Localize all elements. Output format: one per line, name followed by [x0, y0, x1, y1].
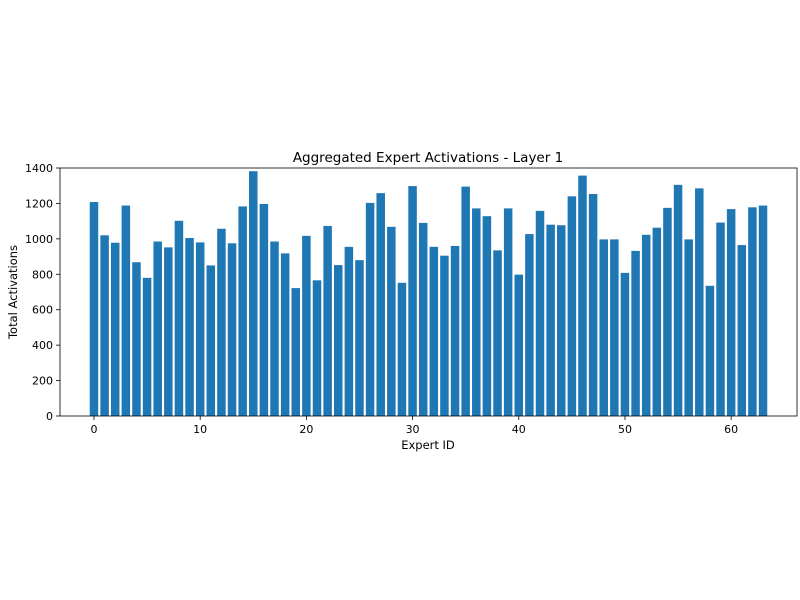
bar-expert-28: [387, 226, 396, 416]
bar-expert-26: [365, 202, 375, 416]
bar-expert-45: [567, 196, 577, 416]
bar-expert-48: [599, 239, 608, 416]
bar-expert-32: [429, 246, 439, 416]
bar-expert-52: [641, 234, 651, 416]
bar-expert-9: [185, 237, 194, 416]
bar-expert-63: [758, 205, 768, 416]
bar-expert-3: [121, 205, 131, 416]
bar-expert-17: [270, 241, 279, 416]
bar-expert-1: [100, 235, 109, 416]
x-tick-label: 0: [90, 423, 97, 436]
bar-expert-14: [238, 206, 247, 416]
bar-expert-4: [132, 262, 141, 416]
bar-expert-23: [333, 265, 343, 416]
bar-expert-16: [259, 203, 269, 416]
bar-expert-36: [472, 208, 481, 416]
bar-expert-34: [450, 245, 460, 416]
plot-frame: [59, 167, 798, 417]
bar-expert-30: [408, 186, 417, 416]
bar-expert-7: [164, 247, 173, 416]
x-axis-ticks: 0 10 20 30 40 50 60: [90, 416, 738, 436]
bar-expert-37: [482, 216, 492, 416]
bar-expert-62: [748, 207, 757, 416]
bar-expert-12: [217, 228, 226, 416]
y-tick-label: 600: [32, 304, 53, 317]
x-tick-label: 30: [406, 423, 420, 436]
bar-expert-13: [227, 243, 237, 416]
y-tick-label: 1400: [25, 162, 53, 175]
y-axis-label: Total Activations: [6, 245, 20, 340]
x-tick-label: 50: [618, 423, 632, 436]
bar-expert-38: [493, 250, 502, 416]
bar-expert-21: [312, 280, 322, 416]
y-tick-label: 1000: [25, 233, 53, 246]
bar-expert-60: [726, 209, 736, 416]
bar-expert-44: [557, 225, 566, 416]
bar-expert-0: [89, 202, 99, 416]
bar-expert-6: [153, 241, 162, 416]
bar-expert-15: [249, 171, 258, 416]
bar-expert-39: [503, 208, 513, 416]
bar-expert-54: [663, 207, 672, 416]
y-tick-label: 1200: [25, 197, 53, 210]
y-tick-label: 800: [32, 268, 53, 281]
bar-expert-22: [323, 225, 332, 416]
bar-expert-57: [695, 188, 704, 416]
y-tick-label: 400: [32, 339, 53, 352]
bar-expert-33: [440, 255, 449, 416]
bar-expert-43: [546, 224, 555, 416]
bar-expert-10: [195, 242, 205, 416]
bar-expert-11: [206, 265, 216, 416]
bars-group: [89, 171, 768, 416]
x-tick-label: 40: [512, 423, 526, 436]
bar-expert-51: [631, 250, 640, 416]
x-tick-label: 60: [724, 423, 738, 436]
bar-expert-41: [525, 234, 534, 416]
bar-expert-19: [291, 288, 301, 416]
bar-expert-24: [344, 246, 354, 416]
bar-expert-46: [578, 175, 587, 416]
bar-expert-25: [355, 260, 364, 416]
y-tick-label: 0: [46, 410, 53, 423]
bar-expert-56: [684, 239, 693, 416]
bar-expert-8: [174, 220, 184, 416]
bar-expert-27: [376, 193, 385, 416]
bar-expert-5: [142, 277, 152, 416]
x-tick-label: 20: [299, 423, 313, 436]
y-tick-label: 200: [32, 375, 53, 388]
y-axis-ticks: 0 200 400 600 800 1000 1200 1400: [25, 162, 60, 423]
bar-expert-59: [716, 222, 725, 416]
bar-expert-55: [673, 184, 683, 416]
bar-expert-47: [588, 194, 598, 416]
bar-expert-58: [705, 285, 715, 416]
chart-title: Aggregated Expert Activations - Layer 1: [293, 150, 563, 166]
bar-expert-18: [280, 253, 290, 416]
bar-expert-31: [418, 222, 428, 416]
bar-expert-2: [110, 242, 120, 416]
bar-expert-40: [514, 274, 524, 416]
bar-expert-53: [652, 227, 662, 416]
bar-expert-61: [737, 245, 747, 416]
bar-expert-42: [535, 210, 545, 416]
x-axis-label: Expert ID: [401, 438, 455, 452]
bar-expert-49: [610, 239, 619, 416]
x-tick-label: 10: [193, 423, 207, 436]
bar-expert-50: [620, 272, 630, 416]
bar-expert-35: [461, 186, 470, 416]
bar-expert-29: [397, 282, 407, 416]
bar-expert-20: [302, 235, 311, 416]
